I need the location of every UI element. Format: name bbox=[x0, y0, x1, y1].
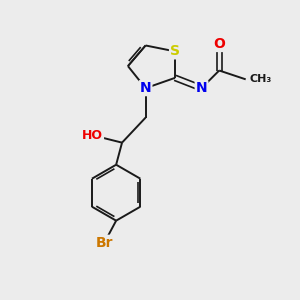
Text: N: N bbox=[140, 81, 152, 95]
Text: HO: HO bbox=[82, 129, 103, 142]
Text: O: O bbox=[213, 37, 225, 51]
Text: Br: Br bbox=[96, 236, 113, 250]
Text: CH₃: CH₃ bbox=[249, 74, 272, 84]
Text: S: S bbox=[170, 44, 180, 58]
Text: N: N bbox=[196, 81, 207, 95]
